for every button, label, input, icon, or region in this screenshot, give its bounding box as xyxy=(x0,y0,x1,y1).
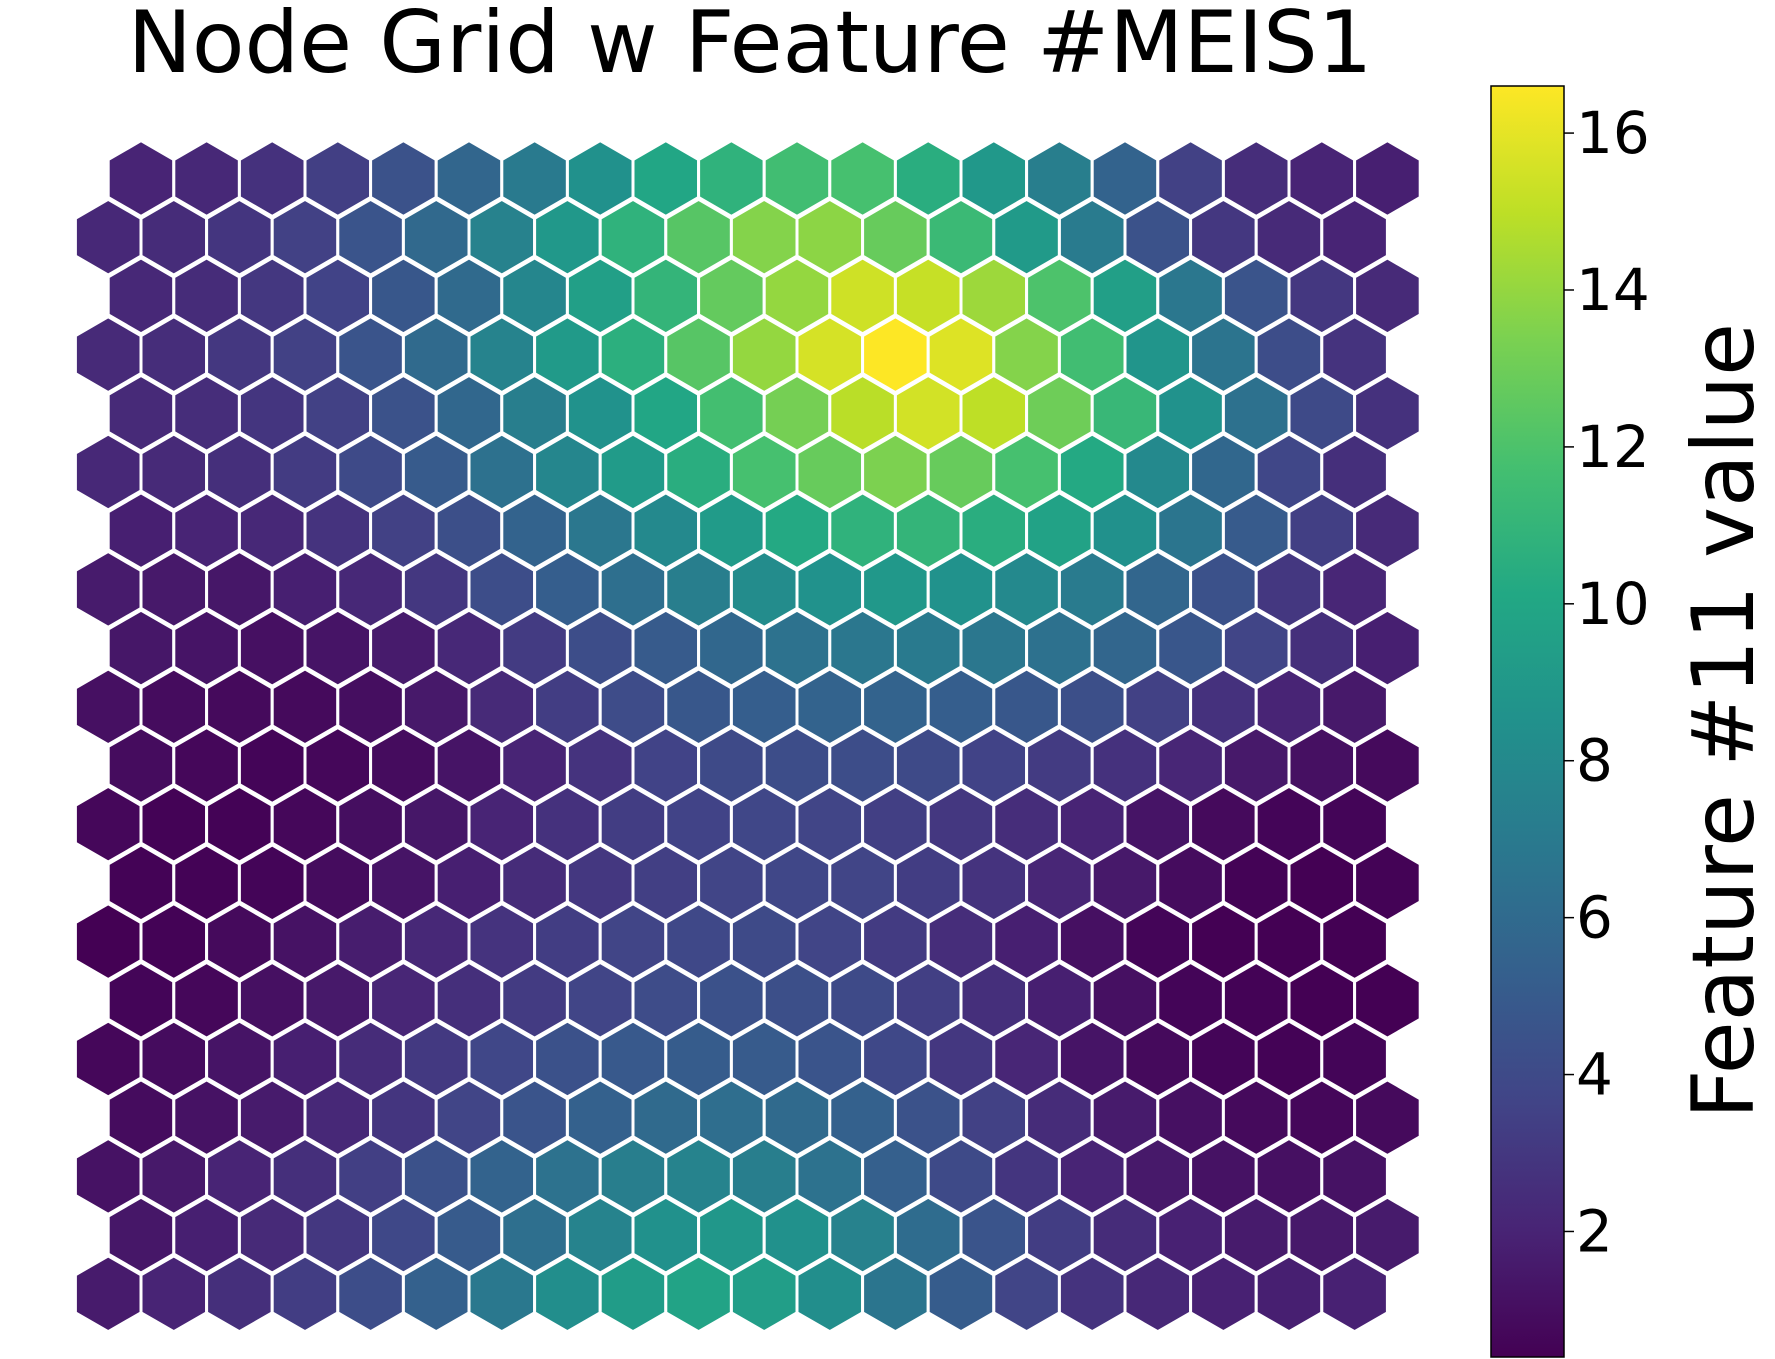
hex-cell xyxy=(1353,843,1422,923)
hex-cell xyxy=(1353,1078,1422,1158)
colorbar-tick-label: 14 xyxy=(1576,256,1650,324)
hex-cell xyxy=(1320,432,1389,512)
colorbar-tick-label: 16 xyxy=(1576,99,1650,167)
hex-grid xyxy=(73,138,1422,1334)
hex-cell xyxy=(1320,197,1389,277)
hex-cell xyxy=(1353,373,1422,453)
hex-cell xyxy=(1353,608,1422,688)
hex-cell xyxy=(1320,1254,1389,1334)
colorbar-gradient xyxy=(1491,86,1564,1357)
colorbar-tick-label: 12 xyxy=(1576,413,1650,481)
colorbar-border xyxy=(1490,85,1565,1358)
hex-cell xyxy=(1320,784,1389,864)
hex-cell xyxy=(1353,138,1422,219)
hex-cell xyxy=(1353,1195,1422,1275)
colorbar-tick-label: 10 xyxy=(1576,570,1650,638)
hex-cell xyxy=(1353,491,1422,571)
colorbar: 2 4 6 8 10 12 14 16 Feature #11 value xyxy=(1490,85,1774,1358)
colorbar-ticks: 2 4 6 8 10 12 14 16 xyxy=(1564,99,1650,1265)
hex-cell xyxy=(1320,314,1389,395)
hex-cell xyxy=(1353,725,1422,806)
hex-cell xyxy=(1320,1019,1389,1099)
colorbar-tick-label: 4 xyxy=(1576,1041,1613,1109)
colorbar-tick-label: 8 xyxy=(1576,727,1613,795)
colorbar-tick-label: 6 xyxy=(1576,884,1613,952)
chart-title: Node Grid w Feature #MEIS1 xyxy=(128,0,1373,93)
hex-cell xyxy=(1320,667,1389,747)
hex-cell xyxy=(1320,1136,1389,1217)
colorbar-tick-label: 2 xyxy=(1576,1197,1613,1265)
hex-cell xyxy=(1320,549,1389,630)
colorbar-label: Feature #11 value xyxy=(1674,323,1774,1119)
hex-cell xyxy=(1353,256,1422,336)
hex-cell xyxy=(1353,960,1422,1040)
hex-cell xyxy=(1320,901,1389,982)
